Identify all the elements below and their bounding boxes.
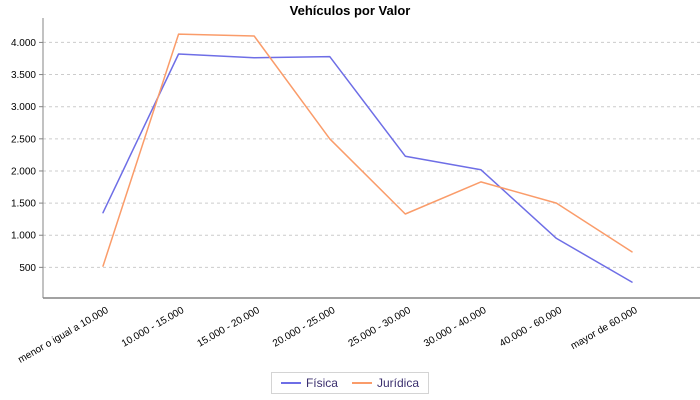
- legend-box: Física Jurídica: [270, 372, 430, 394]
- y-tick-label: 2.500: [11, 134, 36, 145]
- x-category-label: 30.000 - 40.000: [422, 305, 489, 350]
- legend-swatch-fisica-line: [280, 382, 301, 384]
- y-tick-label: 500: [19, 263, 36, 274]
- legend-item-juridica: Jurídica: [351, 376, 420, 390]
- legend-label-juridica: Jurídica: [376, 376, 420, 390]
- x-category-label: menor o igual a 10.000: [16, 305, 110, 366]
- y-tick-label: 2.000: [11, 166, 36, 177]
- y-tick-label: 1.000: [11, 231, 36, 242]
- legend-label-fisica: Física: [305, 376, 338, 390]
- y-tick-label: 4.000: [11, 38, 36, 49]
- x-category-label: 25.000 - 30.000: [347, 305, 414, 350]
- x-category-label: 40.000 - 60.000: [498, 305, 565, 350]
- series-line-fisica: [102, 53, 633, 283]
- legend-swatch-juridica-line: [351, 382, 372, 384]
- x-category-label: 10.000 - 15.000: [120, 305, 187, 350]
- x-category-label: 20.000 - 25.000: [271, 305, 338, 350]
- legend-item-fisica: Física: [280, 376, 338, 390]
- y-tick-label: 1.500: [11, 199, 36, 210]
- y-tick-label: 3.000: [11, 102, 36, 113]
- series-line-juridica: [102, 33, 633, 267]
- legend: Física Jurídica: [0, 372, 700, 394]
- chart-title: Vehículos por Valor: [289, 3, 411, 18]
- y-tick-label: 3.500: [11, 70, 36, 81]
- x-category-label: mayor de 60.000: [569, 305, 640, 352]
- x-category-label: 15.000 - 20.000: [195, 305, 262, 350]
